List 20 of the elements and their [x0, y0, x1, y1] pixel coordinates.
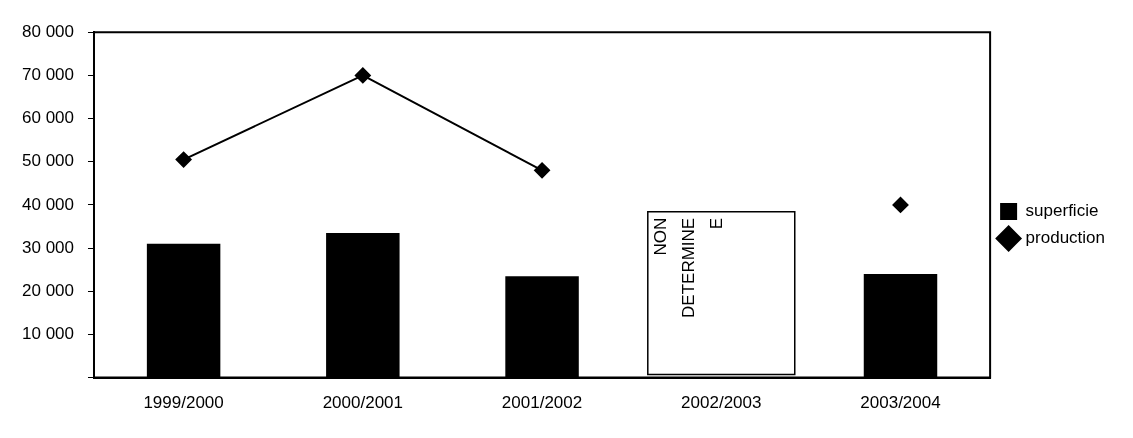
x-tick-label: 2003/2004: [860, 393, 941, 413]
y-tick-label: 10 000: [22, 324, 74, 344]
y-tick-label: 20 000: [22, 280, 74, 300]
y-tick-label: 60 000: [22, 108, 74, 128]
x-tick-label: 1999/2000: [143, 393, 224, 413]
legend-label: production: [1025, 228, 1105, 248]
y-tick-label: 30 000: [22, 237, 74, 257]
legend-label: superficie: [1025, 201, 1099, 221]
x-tick-label: 2000/2001: [322, 393, 404, 413]
point: [354, 67, 371, 84]
annotation: NON DETERMINE E: [651, 217, 727, 318]
point: [892, 196, 909, 213]
x-tick-label: 2001/2002: [501, 393, 583, 413]
point: [534, 162, 551, 179]
x-tick-label: 2002/2003: [681, 393, 762, 413]
y-tick-label: 70 000: [22, 65, 74, 85]
point: [175, 151, 192, 168]
y-tick-label: 40 000: [22, 194, 74, 214]
y-tick-label: 50 000: [22, 151, 74, 171]
y-tick-label: 80 000: [22, 21, 74, 41]
